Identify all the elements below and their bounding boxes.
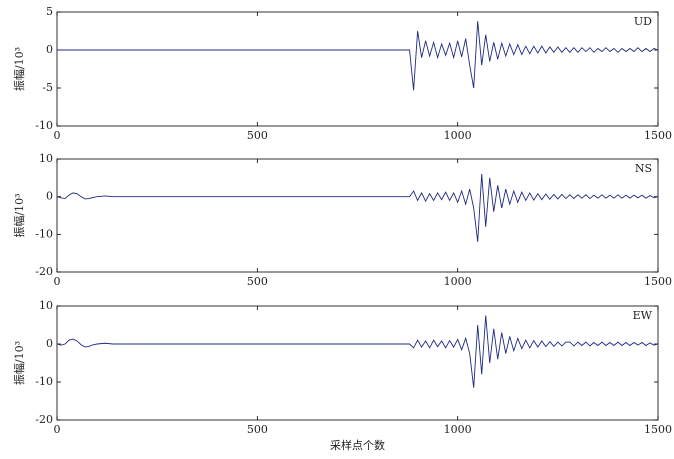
waveform [56,315,659,388]
y-tick-label: 0 [46,43,53,56]
y-tick-label: -10 [35,375,53,388]
x-tick-label: 0 [54,129,61,142]
y-tick-label: -5 [42,81,53,94]
component-label: UD [634,15,652,28]
y-axis-label: 振幅/10³ [12,47,26,91]
x-tick-label: 1000 [444,129,472,142]
y-tick-label: -10 [35,227,53,240]
y-tick-label: -20 [35,265,53,278]
y-tick-label: 10 [39,152,53,165]
plot-frame [56,305,659,421]
x-tick-label: 0 [54,275,61,288]
y-tick-label: 0 [46,337,53,350]
y-tick-label: 10 [39,299,53,312]
component-label: NS [635,162,652,175]
x-tick-label: 0 [54,423,61,436]
y-axis-label: 振幅/10³ [12,341,26,385]
y-axis-label: 振幅/10³ [12,193,26,237]
x-tick-label: 1000 [444,275,472,288]
x-tick-label: 500 [247,423,268,436]
y-tick-label: 5 [46,5,53,18]
waveform [56,174,659,242]
x-tick-label: 1500 [644,275,672,288]
y-tick-label: -20 [35,413,53,426]
plot-frame [56,158,659,273]
x-tick-label: 500 [247,275,268,288]
x-tick-label: 1500 [644,423,672,436]
x-tick-label: 500 [247,129,268,142]
x-tick-label: 1500 [644,129,672,142]
component-label: EW [633,309,653,322]
y-tick-label: 0 [46,190,53,203]
y-tick-label: -10 [35,119,53,132]
plot-frame [56,11,659,127]
waveform [57,21,659,91]
x-tick-label: 1000 [444,423,472,436]
x-axis-label: 采样点个数 [330,438,385,452]
